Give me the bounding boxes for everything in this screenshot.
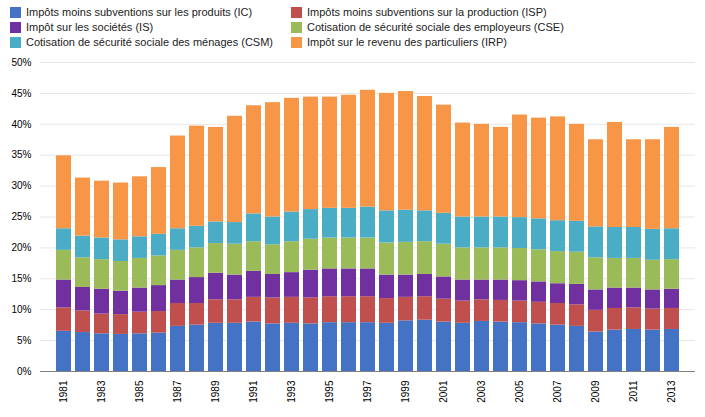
- svg-text:1997: 1997: [362, 380, 373, 403]
- svg-text:2013: 2013: [666, 380, 677, 403]
- svg-text:30%: 30%: [11, 180, 31, 191]
- svg-text:1989: 1989: [210, 380, 221, 403]
- svg-text:1995: 1995: [324, 380, 335, 403]
- svg-text:25%: 25%: [11, 211, 31, 222]
- svg-text:2009: 2009: [590, 380, 601, 403]
- svg-text:1993: 1993: [286, 380, 297, 403]
- html-text:Impôts moins subventions sur l: Impôts moins subventions sur la producti…: [307, 6, 547, 18]
- svg-text:2001: 2001: [438, 380, 449, 403]
- svg-text:2003: 2003: [476, 380, 487, 403]
- html-text:Impôt sur les sociétés (IS): Impôt sur les sociétés (IS): [26, 21, 154, 33]
- svg-text:20%: 20%: [11, 242, 31, 253]
- html-text:Cotisation de sécurité sociale: Cotisation de sécurité sociale des emplo…: [307, 21, 564, 33]
- svg-text:45%: 45%: [11, 88, 31, 99]
- svg-text:2005: 2005: [514, 380, 525, 403]
- svg-text:0%: 0%: [17, 366, 32, 377]
- svg-text:1987: 1987: [172, 380, 183, 403]
- svg-text:15%: 15%: [11, 273, 31, 284]
- html-text:Cotisation de sécurité sociale: Cotisation de sécurité sociale des ménag…: [26, 36, 273, 48]
- svg-text:2011: 2011: [628, 380, 639, 402]
- svg-text:35%: 35%: [11, 149, 31, 160]
- svg-text:40%: 40%: [11, 119, 31, 130]
- svg-text:1983: 1983: [96, 380, 107, 403]
- svg-text:5%: 5%: [17, 335, 32, 346]
- svg-text:50%: 50%: [11, 57, 31, 68]
- svg-text:2007: 2007: [552, 380, 563, 403]
- svg-text:1985: 1985: [134, 380, 145, 403]
- svg-text:10%: 10%: [11, 304, 31, 315]
- svg-text:1999: 1999: [400, 380, 411, 403]
- svg-text:1981: 1981: [58, 380, 69, 403]
- svg-text:1991: 1991: [248, 380, 259, 403]
- html-text:Impôts moins subventions sur l: Impôts moins subventions sur les produit…: [26, 6, 253, 18]
- html-text:Impôt sur le revenu des partic: Impôt sur le revenu des particuliers (IR…: [307, 36, 507, 48]
